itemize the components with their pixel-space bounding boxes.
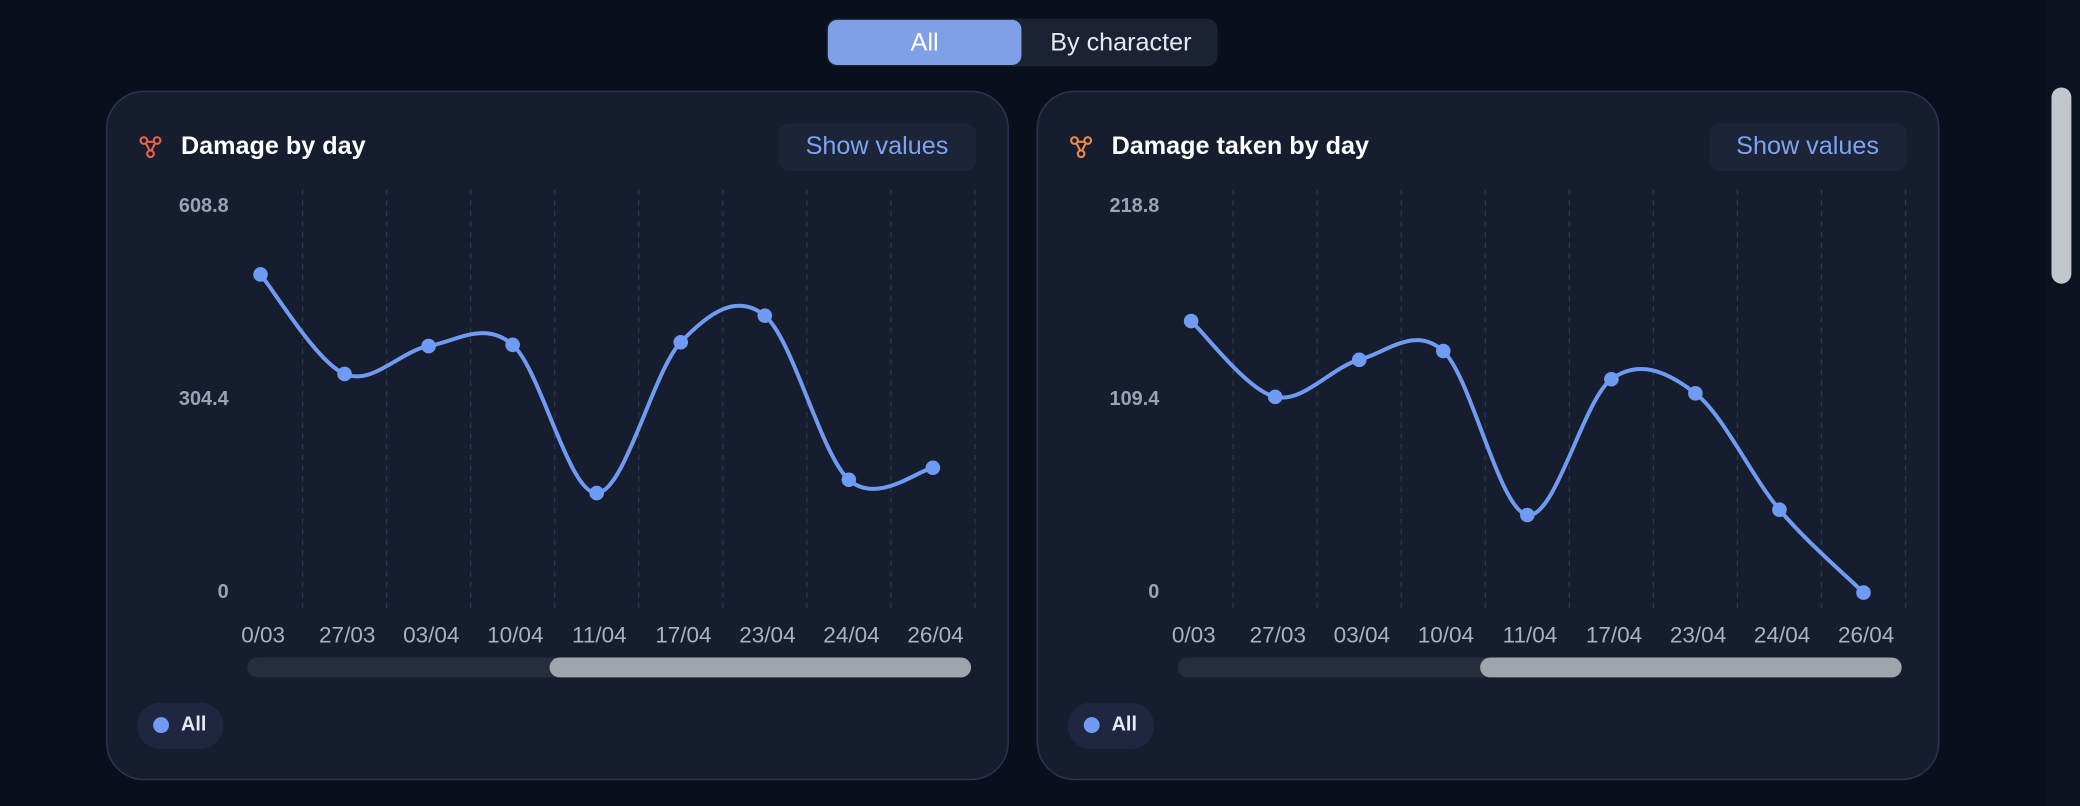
tab-active[interactable] [827,19,1022,65]
tab-label[interactable]: By character [1050,28,1191,56]
chart-icon [143,140,158,155]
point [673,334,689,350]
point [1520,507,1535,523]
x-tick-label: 27/03 [1250,622,1306,647]
card [1036,90,1940,781]
point [337,366,352,382]
button[interactable] [1709,123,1907,172]
y-tick-label: 304.4 [179,388,229,410]
point [1435,343,1451,359]
chart-icon-node [139,136,149,145]
point [1856,585,1871,600]
x-tick-label: 26/04 [1838,622,1894,647]
point [421,338,436,354]
legend-label: All [181,713,206,735]
zoom-thumb[interactable] [549,657,972,678]
y-tick-label: 0 [218,581,229,603]
point [925,460,941,476]
chart-icon-node [146,149,155,159]
button[interactable] [778,123,977,172]
y-tick-label: 109.4 [1110,388,1160,410]
x-tick-label: 10/04 [487,622,543,647]
x-tick-label: 17/04 [655,622,711,647]
point [757,308,773,323]
x-tick-label: 17/04 [1586,622,1642,647]
point [589,485,604,501]
x-tick-label: 03/04 [403,622,459,647]
x-tick-label: 0/03 [1172,622,1216,647]
point [253,267,268,282]
legend-item[interactable] [137,702,224,749]
chart-title: Damage taken by day [1112,132,1369,160]
x-tick-label: 26/04 [907,622,963,647]
y-tick-label: 608.8 [179,195,229,217]
zoom-thumb[interactable] [1480,657,1902,678]
point [505,337,520,353]
point [841,472,857,488]
chart-icon-node [152,136,162,145]
point [1772,502,1787,517]
x-tick-label: 11/04 [1503,622,1558,647]
x-tick-label: 23/04 [739,622,795,647]
x-tick-label: 27/03 [319,622,375,647]
legend-label: All [1112,713,1137,735]
point [1183,313,1199,329]
point [1267,389,1283,405]
legend-swatch [1083,717,1100,734]
point [1351,352,1367,368]
y-tick-label: 0 [1148,581,1159,603]
y-tick-label: 218.8 [1110,195,1160,217]
x-tick-label: 24/04 [1754,622,1810,647]
button-label[interactable]: Show values [1736,132,1879,160]
x-tick-label: 0/03 [241,622,285,647]
chart-icon-node [1070,136,1079,145]
button-label[interactable]: Show values [806,132,949,160]
chart-title: Damage by day [181,132,366,160]
tab-label[interactable]: All [911,28,939,56]
x-tick-label: 24/04 [823,622,879,647]
chart-icon [1074,140,1089,155]
x-tick-label: 10/04 [1418,622,1474,647]
legend-swatch [153,717,170,734]
chart-icon-node [1083,136,1093,145]
x-tick-label: 03/04 [1334,622,1390,647]
point [1604,371,1619,387]
x-tick-label: 11/04 [572,622,627,647]
legend-item[interactable] [1067,702,1155,749]
x-tick-label: 23/04 [1670,622,1726,647]
point [1688,386,1703,401]
scrollbar-thumb[interactable] [2051,87,2072,284]
chart-icon-node [1076,149,1086,159]
